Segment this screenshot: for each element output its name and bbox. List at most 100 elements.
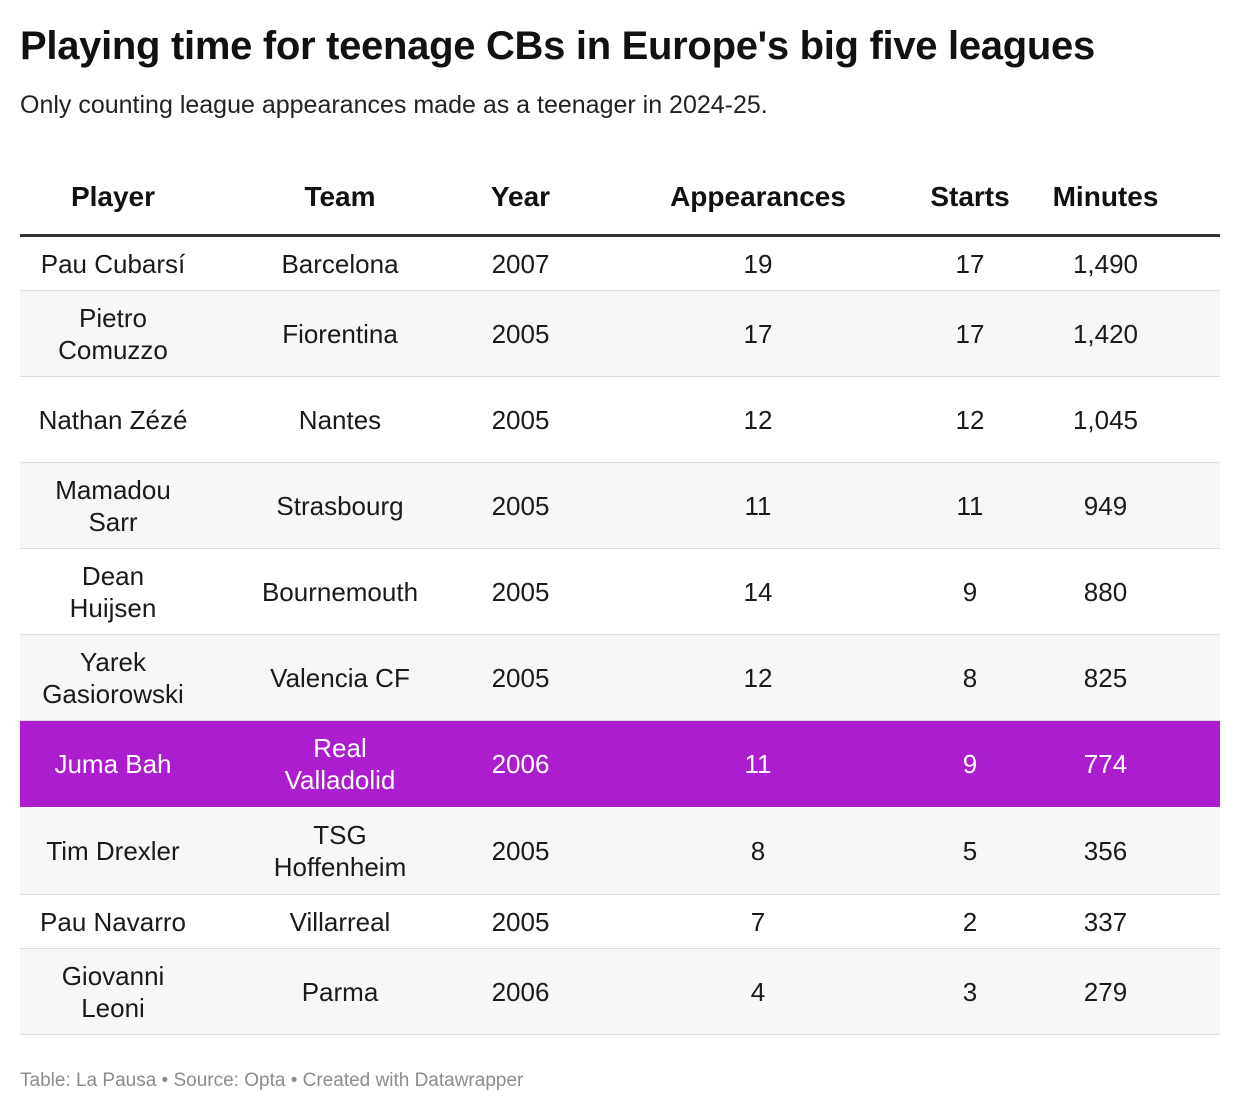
cell-team-text: Valencia CF: [270, 662, 410, 693]
cell-minutes: 774: [1083, 748, 1128, 779]
cell-team-text: Bournemouth: [261, 576, 419, 607]
cell-year: 2005: [491, 662, 550, 693]
table-row: Pau Cubarsí Barcelona 2007 19 17 1,490: [20, 237, 1220, 291]
cell-starts: 17: [955, 248, 985, 279]
cell-starts: 5: [962, 835, 978, 866]
cell-appearances: 11: [744, 490, 772, 521]
cell-year: 2005: [491, 490, 550, 521]
cell-player-text: Pietro Comuzzo: [58, 302, 168, 365]
cell-minutes: 825: [1083, 662, 1128, 693]
cell-team-text: Real Valladolid: [284, 732, 396, 795]
header-appearances[interactable]: Appearances: [670, 181, 846, 212]
cell-player-text: Nathan Zézé: [38, 404, 188, 435]
cell-starts: 12: [955, 404, 985, 435]
cell-appearances: 7: [750, 906, 766, 937]
cell-minutes: 1,045: [1072, 404, 1139, 435]
cell-team-text: Parma: [301, 976, 379, 1007]
cell-minutes: 1,490: [1072, 248, 1139, 279]
cell-player-text: Yarek Gasiorowski: [42, 646, 184, 709]
cell-starts: 17: [955, 318, 985, 349]
cell-appearances: 17: [743, 318, 773, 349]
cell-team: Strasbourg: [206, 463, 474, 548]
cell-player-text: Tim Drexler: [46, 835, 180, 866]
cell-player-text: Pau Navarro: [40, 906, 186, 937]
cell-team: Villarreal: [206, 895, 474, 948]
table-body: Pau Cubarsí Barcelona 2007 19 17 1,490 Pietro …: [20, 237, 1220, 1035]
cell-starts: 2: [962, 906, 978, 937]
cell-player: Pau Navarro: [20, 895, 206, 948]
cell-player-text: Giovanni Leoni: [61, 960, 165, 1023]
cell-appearances: 12: [743, 404, 773, 435]
chart-footer: Table: La Pausa • Source: Opta • Created…: [20, 1070, 524, 1091]
cell-year: 2006: [491, 748, 550, 779]
header-minutes[interactable]: Minutes: [1052, 181, 1159, 212]
table-row: Dean Huijsen Bournemouth 2005 14 9 880: [20, 549, 1220, 635]
cell-player: Mamadou Sarr: [20, 463, 206, 548]
table-row: Pau Navarro Villarreal 2005 7 2 337: [20, 895, 1220, 949]
cell-minutes: 356: [1083, 835, 1128, 866]
cell-team-text: Barcelona: [281, 248, 399, 279]
data-table: Player Team Year Appearances Starts Minu…: [20, 160, 1220, 1035]
cell-player: Juma Bah: [20, 721, 206, 806]
table-row: Yarek Gasiorowski Valencia CF 2005 12 8 825: [20, 635, 1220, 721]
cell-team: Valencia CF: [206, 635, 474, 720]
header-year[interactable]: Year: [490, 181, 551, 212]
cell-year: 2005: [491, 404, 550, 435]
cell-team-text: Strasbourg: [276, 490, 404, 521]
cell-team-text: Fiorentina: [282, 318, 398, 349]
cell-minutes: 949: [1083, 490, 1128, 521]
header-starts[interactable]: Starts: [930, 181, 1010, 212]
cell-year: 2005: [491, 318, 550, 349]
cell-player-text: Juma Bah: [54, 748, 172, 779]
cell-starts: 9: [962, 576, 978, 607]
cell-team-text: TSG Hoffenheim: [273, 819, 407, 882]
cell-player: Dean Huijsen: [20, 549, 206, 634]
cell-player: Pau Cubarsí: [20, 237, 206, 290]
cell-year: 2006: [491, 976, 550, 1007]
cell-team: Bournemouth: [206, 549, 474, 634]
cell-year: 2005: [491, 576, 550, 607]
cell-team: Barcelona: [206, 237, 474, 290]
table-row: Mamadou Sarr Strasbourg 2005 11 11 949: [20, 463, 1220, 549]
cell-team: Nantes: [206, 377, 474, 462]
header-player[interactable]: Player: [70, 181, 156, 212]
cell-minutes: 880: [1083, 576, 1128, 607]
chart-subtitle: Only counting league appearances made as…: [20, 91, 768, 119]
cell-appearances: 14: [743, 576, 773, 607]
cell-appearances: 4: [750, 976, 766, 1007]
cell-team: Fiorentina: [206, 291, 474, 376]
chart-title: Playing time for teenage CBs in Europe's…: [20, 24, 1095, 68]
cell-team: TSG Hoffenheim: [206, 807, 474, 894]
table-row: Juma Bah Real Valladolid 2006 11 9 774: [20, 721, 1220, 807]
table-row: Nathan Zézé Nantes 2005 12 12 1,045: [20, 377, 1220, 463]
table-row: Tim Drexler TSG Hoffenheim 2005 8 5 356: [20, 807, 1220, 895]
cell-starts: 3: [962, 976, 978, 1007]
cell-player: Yarek Gasiorowski: [20, 635, 206, 720]
cell-player: Tim Drexler: [20, 807, 206, 894]
cell-player: Nathan Zézé: [20, 377, 206, 462]
cell-appearances: 8: [750, 835, 766, 866]
cell-starts: 11: [956, 490, 984, 521]
table-header: Player Team Year Appearances Starts Minu…: [20, 160, 1220, 237]
cell-minutes: 1,420: [1072, 318, 1139, 349]
cell-minutes: 279: [1083, 976, 1128, 1007]
cell-team-text: Villarreal: [289, 906, 391, 937]
cell-player-text: Mamadou Sarr: [55, 474, 171, 537]
cell-team-text: Nantes: [298, 404, 382, 435]
cell-team: Parma: [206, 949, 474, 1034]
cell-year: 2005: [491, 835, 550, 866]
cell-starts: 8: [962, 662, 978, 693]
table-row: Giovanni Leoni Parma 2006 4 3 279: [20, 949, 1220, 1035]
header-team[interactable]: Team: [304, 181, 376, 212]
cell-starts: 9: [962, 748, 978, 779]
cell-team: Real Valladolid: [206, 721, 474, 806]
cell-year: 2007: [491, 248, 550, 279]
table-row: Pietro Comuzzo Fiorentina 2005 17 17 1,420: [20, 291, 1220, 377]
cell-year: 2005: [491, 906, 550, 937]
cell-appearances: 19: [743, 248, 773, 279]
cell-player-text: Dean Huijsen: [69, 560, 157, 623]
cell-minutes: 337: [1083, 906, 1128, 937]
cell-player-text: Pau Cubarsí: [40, 248, 186, 279]
cell-appearances: 12: [743, 662, 773, 693]
